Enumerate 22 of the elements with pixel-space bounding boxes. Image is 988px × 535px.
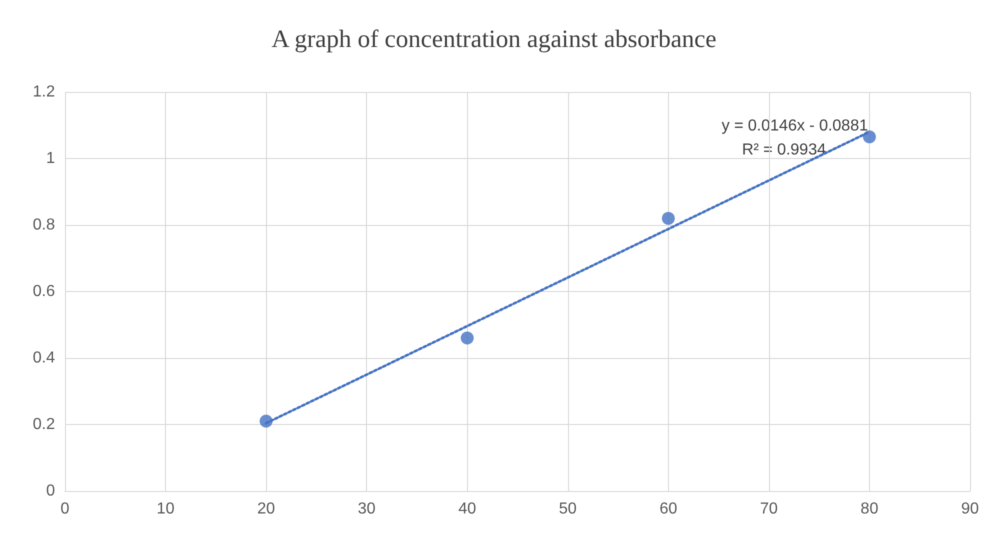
x-tick-label: 30 bbox=[358, 500, 376, 518]
x-tick-label: 10 bbox=[156, 500, 175, 518]
x-tick-label: 80 bbox=[860, 500, 878, 518]
x-tick-label: 70 bbox=[760, 500, 778, 518]
point bbox=[460, 332, 474, 345]
y-tick-label: 0.4 bbox=[32, 350, 56, 366]
x-tick-label: 0 bbox=[60, 500, 70, 518]
y-tick-label: 0 bbox=[46, 482, 56, 500]
x-tick-label: 50 bbox=[558, 500, 577, 518]
point bbox=[862, 130, 876, 144]
x-tick-label: 40 bbox=[458, 500, 476, 518]
x-tick-label: 90 bbox=[961, 500, 979, 518]
point bbox=[662, 212, 675, 225]
y-tick-label: 0.2 bbox=[32, 416, 56, 433]
x-tick-label: 60 bbox=[659, 500, 678, 518]
y-tick-label: 0.8 bbox=[32, 216, 56, 234]
y-tick-label: 0.6 bbox=[32, 283, 56, 300]
y-tick-label: 1 bbox=[46, 150, 56, 167]
annotation: y = 0.0146x - 0.0881 bbox=[722, 118, 868, 134]
x-tick-label: 20 bbox=[257, 500, 276, 518]
y-tick-label: 1.2 bbox=[32, 84, 56, 100]
chart-title: A graph of concentration against absorbance bbox=[272, 26, 716, 53]
